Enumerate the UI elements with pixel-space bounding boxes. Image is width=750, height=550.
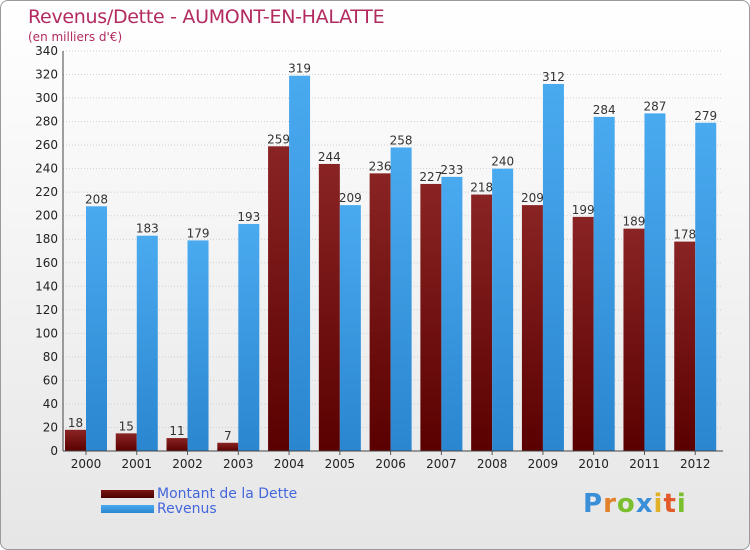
value-label-dette: 236 (369, 159, 392, 173)
y-tick-label: 200 (35, 209, 58, 223)
y-tick-label: 220 (35, 185, 58, 199)
bar-revenus (86, 206, 107, 451)
legend-label-dette: Montant de la Dette (157, 485, 298, 502)
y-tick-label: 0 (50, 444, 58, 458)
value-label-dette: 199 (572, 203, 595, 217)
value-label-revenus: 183 (136, 222, 159, 236)
chart-title: Revenus/Dette - AUMONT-EN-HALATTE (28, 6, 385, 28)
value-label-revenus: 209 (339, 191, 362, 205)
x-tick-label: 2000 (71, 457, 102, 471)
value-label-revenus: 279 (694, 109, 717, 123)
bar-dette (65, 429, 86, 451)
bar-dette (115, 433, 137, 451)
x-tick-label: 2009 (528, 457, 559, 471)
x-tick-label: 2002 (172, 457, 203, 471)
y-tick-label: 100 (35, 326, 58, 340)
logo-text: Proxiti (583, 489, 687, 519)
legend-label-revenus: Revenus (157, 500, 217, 517)
value-labels: 18 208 15 183 11 179 7 193 259 319 244 209 236 258 227… (68, 62, 717, 443)
y-tick-label: 20 (43, 420, 58, 434)
legend-swatch-dette (101, 489, 154, 498)
y-tick-label: 280 (35, 115, 58, 129)
value-label-dette: 178 (673, 228, 696, 242)
bar-dette (471, 194, 493, 451)
bar-revenus (695, 122, 717, 451)
chart-subtitle: (en milliers d'€) (28, 30, 123, 44)
value-label-dette: 189 (623, 215, 646, 229)
x-tick-label: 2003 (223, 457, 254, 471)
legend: Montant de la Dette Revenus (101, 485, 298, 517)
value-label-dette: 18 (68, 416, 83, 430)
axes: 0 20 40 60 80 100 120 140 160 180 200 220 240 260 280 3… (35, 44, 723, 471)
x-tick-label: 2004 (274, 457, 305, 471)
value-label-revenus: 233 (440, 163, 463, 177)
y-tick-label: 60 (43, 373, 58, 387)
value-label-dette: 227 (419, 170, 442, 184)
bar-revenus (187, 240, 209, 451)
legend-item-dette: Montant de la Dette (101, 485, 298, 502)
y-tick-label: 120 (35, 303, 58, 317)
x-tick-label: 2006 (375, 457, 406, 471)
x-tick-label: 2008 (477, 457, 508, 471)
value-label-dette: 209 (521, 191, 544, 205)
bar-revenus (644, 113, 666, 452)
bars (65, 75, 717, 452)
bar-dette (369, 173, 391, 451)
value-label-revenus: 179 (187, 226, 210, 240)
bar-revenus (339, 205, 361, 451)
bar-dette (674, 241, 696, 451)
value-label-revenus: 319 (288, 62, 311, 76)
y-tick-label: 180 (35, 232, 58, 246)
bar-dette (268, 146, 290, 451)
value-label-revenus: 208 (85, 192, 108, 206)
value-label-dette: 11 (169, 424, 184, 438)
legend-item-revenus: Revenus (101, 500, 297, 517)
bar-dette (572, 216, 594, 451)
y-tick-label: 240 (35, 162, 58, 176)
y-tick-label: 80 (43, 350, 58, 364)
value-label-dette: 7 (224, 429, 232, 443)
bar-dette (318, 163, 340, 452)
value-label-dette: 218 (470, 181, 493, 195)
bar-dette (420, 183, 442, 452)
value-label-revenus: 287 (644, 99, 667, 113)
y-tick-label: 340 (35, 44, 58, 58)
x-tick-label: 2011 (629, 457, 660, 471)
bar-revenus (390, 147, 412, 451)
value-label-revenus: 312 (542, 70, 565, 84)
bar-dette (166, 438, 188, 451)
value-label-revenus: 258 (390, 133, 413, 147)
x-tick-label: 2012 (680, 457, 711, 471)
y-tick-label: 160 (35, 256, 58, 270)
bar-revenus (441, 176, 463, 451)
x-tick-label: 2007 (426, 457, 457, 471)
y-tick-label: 300 (35, 91, 58, 105)
value-label-revenus: 284 (593, 103, 616, 117)
bar-dette (521, 205, 543, 451)
y-tick-label: 40 (43, 397, 58, 411)
y-tick-label: 320 (35, 68, 58, 82)
bar-revenus (238, 223, 260, 451)
bar-revenus (542, 83, 564, 452)
proxiti-logo: Proxiti (583, 489, 687, 519)
bar-revenus (136, 235, 158, 451)
value-label-dette: 259 (267, 132, 290, 146)
x-tick-label: 2010 (578, 457, 609, 471)
bar-revenus (593, 116, 615, 451)
value-label-dette: 244 (318, 150, 341, 164)
value-label-revenus: 240 (491, 155, 514, 169)
bar-revenus (289, 75, 311, 452)
y-tick-label: 260 (35, 138, 58, 152)
bar-dette (623, 228, 645, 451)
value-label-dette: 15 (119, 419, 134, 433)
bar-dette (217, 442, 239, 451)
value-label-revenus: 193 (237, 210, 260, 224)
legend-swatch-revenus (101, 504, 154, 513)
y-tick-label: 140 (35, 279, 58, 293)
x-tick-label: 2001 (121, 457, 152, 471)
bar-revenus (492, 168, 514, 451)
x-tick-label: 2005 (325, 457, 356, 471)
